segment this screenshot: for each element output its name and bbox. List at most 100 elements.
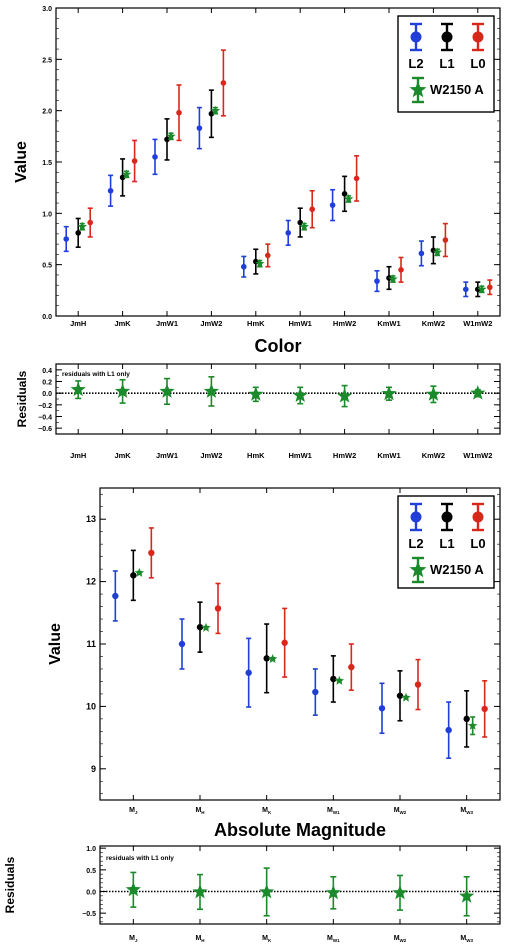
data-point-star — [192, 883, 208, 899]
x-tick-label: MH — [195, 935, 204, 943]
series-l1 — [130, 549, 470, 748]
data-point — [329, 202, 336, 208]
y-tick-label: 0.0 — [86, 890, 96, 897]
x-tick-label: HmK — [247, 319, 265, 328]
x-tick-label-main: M — [129, 807, 135, 814]
data-point — [263, 655, 270, 662]
data-point — [353, 175, 360, 182]
x-tick-label: JmW1 — [156, 451, 178, 460]
legend-label: L2 — [408, 536, 423, 551]
legend: L2 L1 L0 W2150 A — [397, 15, 495, 113]
x-tick-label-sub: H — [201, 810, 204, 815]
data-point-star — [343, 193, 354, 204]
data-point — [63, 236, 69, 242]
y-tick-label: −0.6 — [38, 426, 52, 433]
data-point — [214, 605, 222, 612]
data-point — [418, 250, 425, 257]
x-tick-label-sub: W1 — [333, 810, 340, 815]
data-point — [285, 230, 292, 236]
series-w2150-a — [77, 105, 487, 294]
y-tick-label: 11 — [86, 639, 96, 649]
data-point-star — [477, 284, 487, 294]
legend-marker-star — [409, 561, 427, 578]
legend-label: W2150 A — [430, 562, 484, 577]
data-point-star — [325, 884, 341, 900]
x-tick-label: MW3 — [460, 935, 473, 943]
series-l2 — [112, 570, 452, 759]
series-l0 — [148, 527, 488, 738]
data-point — [178, 640, 186, 648]
legend-label: W2150 A — [430, 82, 484, 97]
data-point — [481, 705, 488, 713]
x-tick-label: W1mW2 — [463, 451, 492, 460]
data-point — [87, 219, 93, 226]
data-point — [297, 219, 304, 226]
x-tick-label-main: M — [460, 935, 466, 942]
data-point — [164, 136, 170, 143]
data-point-star — [392, 884, 408, 900]
data-point-star — [77, 221, 87, 231]
x-tick-label-sub: K — [268, 938, 272, 943]
x-tick-label-main: M — [129, 935, 135, 942]
x-tick-label-sub: W1 — [333, 938, 340, 943]
y-tick-label: 0.0 — [42, 314, 52, 321]
series-w2150-a — [70, 376, 486, 408]
data-point-star — [432, 247, 443, 257]
x-axis-title: Color — [255, 336, 302, 356]
data-point-star — [248, 386, 264, 401]
x-tick-label: MW2 — [394, 935, 407, 943]
data-point-star — [470, 385, 486, 400]
data-point — [312, 688, 319, 696]
series-l0 — [87, 49, 493, 296]
x-tick-label: MW3 — [460, 807, 473, 815]
data-point — [348, 663, 355, 671]
x-tick-label: HmW2 — [333, 451, 356, 460]
data-point — [148, 549, 155, 557]
x-tick-label: JmW2 — [200, 451, 222, 460]
y-tick-label: 0.5 — [42, 263, 52, 270]
data-point — [463, 715, 470, 723]
data-point-star — [134, 567, 145, 577]
x-tick-label: KmW1 — [377, 319, 400, 328]
data-point-star — [292, 387, 308, 402]
data-point — [378, 705, 386, 712]
legend-marker — [472, 511, 484, 523]
data-point — [196, 125, 203, 131]
data-point-star — [255, 258, 265, 268]
y-tick-label: 0.5 — [86, 868, 96, 875]
data-point — [208, 110, 215, 117]
data-point-star — [467, 720, 478, 730]
legend-marker — [472, 31, 484, 43]
x-tick-label-main: M — [394, 807, 400, 814]
y-tick-label: 12 — [86, 577, 96, 587]
data-point-star — [334, 675, 345, 685]
legend-label: L0 — [470, 56, 485, 71]
x-tick-label: MK — [262, 807, 272, 815]
y-axis-title: Value — [13, 141, 30, 183]
data-point — [130, 572, 137, 579]
x-tick-label-main: M — [460, 807, 466, 814]
x-tick-label: KmW2 — [422, 319, 445, 328]
x-tick-label-main: M — [327, 807, 333, 814]
x-tick-label: MJ — [129, 807, 138, 815]
data-point — [341, 191, 348, 197]
y-tick-label: −0.5 — [82, 911, 96, 918]
data-point-star — [336, 388, 353, 403]
y-tick-label: 1.0 — [86, 846, 96, 853]
x-tick-label: KmW2 — [422, 451, 445, 460]
x-tick-label: HmW2 — [333, 319, 356, 328]
x-axis-title: Absolute Magnitude — [214, 820, 386, 840]
x-tick-label: JmK — [114, 451, 131, 460]
y-axis-title: Residuals — [15, 370, 29, 427]
x-tick-label-main: M — [262, 935, 268, 942]
data-point — [445, 726, 452, 734]
x-tick-label: W1mW2 — [463, 319, 492, 328]
x-tick-label: JmW1 — [156, 319, 178, 328]
data-point — [107, 187, 114, 194]
legend-label: L1 — [439, 536, 454, 551]
x-tick-label: MJ — [129, 935, 138, 943]
y-tick-label: −0.2 — [38, 403, 52, 410]
data-point — [414, 681, 422, 688]
